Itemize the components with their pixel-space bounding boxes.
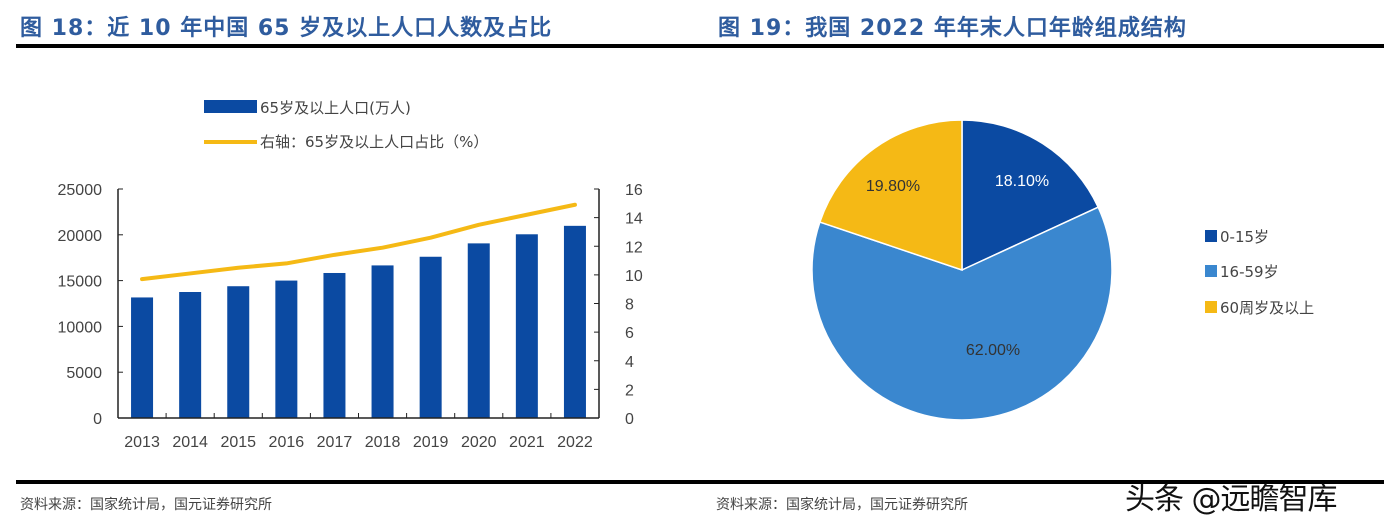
x-tick-label: 2013 (124, 434, 160, 451)
right-tick-label: 8 (625, 297, 634, 314)
left-tick-label: 10000 (58, 319, 103, 336)
legend-swatch-60周岁及以上 (1205, 301, 1217, 313)
right-tick-label: 4 (625, 354, 634, 371)
bar-2022 (563, 225, 586, 418)
x-tick-label: 2020 (461, 434, 497, 451)
x-tick-label: 2015 (220, 434, 256, 451)
right-tick-label: 6 (625, 325, 634, 342)
bar-2014 (179, 292, 202, 418)
pie-slice-0-15岁 (961, 119, 1100, 272)
pie-slice-60周岁及以上 (818, 119, 963, 272)
right-tick-label: 0 (625, 411, 634, 428)
left-tick-label: 5000 (66, 365, 102, 382)
legend-bar-label: 65岁及以上人口(万人) (260, 99, 411, 117)
pie-data-label: 62.00% (966, 342, 1020, 359)
bottom-rule (16, 480, 1384, 484)
left-tick-label: 20000 (58, 228, 103, 245)
pie-data-label: 19.80% (866, 178, 920, 195)
bar-2015 (227, 286, 250, 418)
right-tick-label: 12 (625, 239, 643, 256)
right-figure-title: 图 19：我国 2022 年年末人口年龄组成结构 (718, 16, 1187, 41)
bar-2018 (371, 265, 394, 418)
x-tick-label: 2016 (269, 434, 305, 451)
x-tick-label: 2018 (365, 434, 401, 451)
right-tick-label: 16 (625, 182, 643, 199)
bar-2016 (275, 280, 298, 418)
right-tick-label: 2 (625, 382, 634, 399)
top-rule (16, 44, 1384, 48)
watermark: 头条 @远瞻智库 (1125, 482, 1338, 517)
x-tick-label: 2022 (557, 434, 593, 451)
x-tick-label: 2021 (509, 434, 545, 451)
pie-slice-16-59岁 (811, 206, 1113, 421)
ratio-line (140, 202, 577, 282)
bar-2019 (419, 256, 442, 418)
left-figure-title: 图 18：近 10 年中国 65 岁及以上人口人数及占比 (20, 16, 553, 41)
left-tick-label: 0 (93, 411, 102, 428)
legend-label: 60周岁及以上 (1220, 299, 1314, 317)
left-tick-label: 15000 (58, 274, 103, 291)
x-tick-label: 2014 (172, 434, 208, 451)
bar-2020 (467, 243, 490, 418)
right-source: 资料来源：国家统计局，国元证券研究所 (716, 497, 968, 513)
bar-2013 (131, 297, 154, 418)
right-tick-label: 14 (625, 211, 643, 228)
bar-2017 (323, 272, 346, 418)
legend-label: 16-59岁 (1220, 263, 1279, 281)
left-tick-label: 25000 (58, 182, 103, 199)
left-source: 资料来源：国家统计局，国元证券研究所 (20, 497, 272, 513)
bar-2021 (515, 234, 538, 418)
legend-bar-swatch (204, 100, 257, 113)
x-tick-label: 2017 (317, 434, 353, 451)
legend-swatch-0-15岁 (1205, 230, 1217, 242)
right-tick-label: 10 (625, 268, 643, 285)
legend-line-label: 右轴：65岁及以上人口占比（%） (260, 133, 488, 151)
pie-data-label: 18.10% (995, 173, 1049, 190)
legend-swatch-16-59岁 (1205, 265, 1217, 277)
legend-label: 0-15岁 (1220, 228, 1269, 246)
x-tick-label: 2019 (413, 434, 449, 451)
